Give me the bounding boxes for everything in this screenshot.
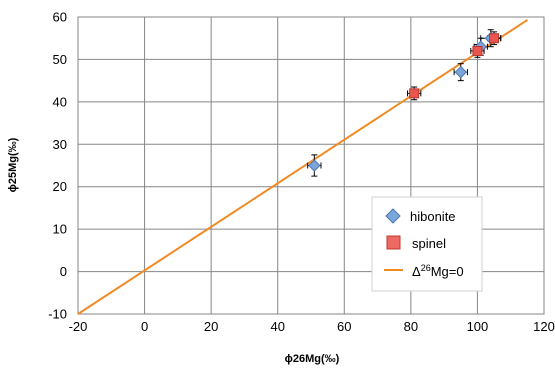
y-tick-labels: -10 0 10 20 30 40 50 60 <box>48 10 67 322</box>
data-markers <box>308 32 500 172</box>
y-tick-label: 50 <box>53 52 67 67</box>
legend-spinel-label: spinel <box>412 236 446 251</box>
y-axis-label: ϕ25Mg(‰) <box>7 137 19 192</box>
reference-line <box>77 19 528 315</box>
hibonite-point <box>454 65 467 79</box>
y-tick-label: 60 <box>53 10 67 25</box>
x-tick-label: 20 <box>204 319 218 334</box>
y-tick-label: 0 <box>60 264 67 279</box>
legend-hibonite-label: hibonite <box>410 209 456 224</box>
legend-hibonite-marker <box>385 208 401 224</box>
x-tick-label: 100 <box>467 319 489 334</box>
x-tick-label: 40 <box>270 319 284 334</box>
x-tick-label: 60 <box>337 319 351 334</box>
spinel-point <box>489 33 500 44</box>
spinel-point <box>472 45 483 56</box>
spinel-point <box>409 88 420 99</box>
legend: hibonite spinel Δ26Mg=0 <box>371 196 483 292</box>
y-tick-label: 20 <box>53 179 67 194</box>
legend-reference-label: Δ26Mg=0 <box>412 263 464 279</box>
y-tick-label: 10 <box>53 222 67 237</box>
legend-spinel-marker <box>386 235 401 250</box>
reference-line-group <box>77 19 528 315</box>
x-axis-label: ϕ26Mg(‰) <box>285 353 340 365</box>
y-tick-label: -10 <box>48 307 67 322</box>
y-tick-label: 30 <box>53 137 67 152</box>
y-tick-label: 40 <box>53 94 67 109</box>
x-tick-label: -20 <box>69 319 88 334</box>
hibonite-point <box>308 159 321 172</box>
x-tick-label: 120 <box>533 319 555 334</box>
x-tick-labels: -20 0 20 40 60 80 100 120 <box>69 319 555 334</box>
x-tick-label: 80 <box>404 319 418 334</box>
x-tick-label: 0 <box>141 319 148 334</box>
